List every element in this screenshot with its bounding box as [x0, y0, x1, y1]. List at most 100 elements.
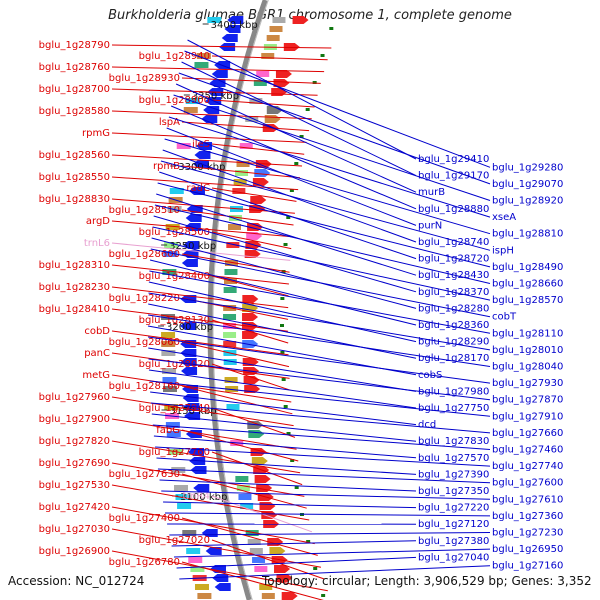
forward-gene-arrow: [275, 70, 292, 78]
leader-line-right: [148, 336, 491, 384]
leader-line-left: [111, 418, 297, 450]
leader-line-right: [149, 270, 491, 334]
ncrna-marker: [290, 459, 295, 462]
reverse-gene-arrow: [181, 367, 198, 375]
gene-label-left: bglu_1g26780: [109, 557, 180, 568]
leader-line-left: [111, 88, 318, 96]
gene-label-right: bglu_1g27390: [418, 469, 489, 480]
gene-feature-block: [196, 53, 211, 59]
gene-feature-block: [167, 206, 182, 212]
leader-line-right: [179, 565, 491, 580]
forward-gene-arrow: [254, 169, 271, 177]
forward-gene-arrow: [261, 511, 278, 519]
gene-label-left: bglu_1g26900: [39, 546, 110, 557]
gene-feature-block: [245, 116, 259, 122]
gene-feature-block: [228, 215, 242, 221]
gene-label-left: bglu_1g27400: [109, 513, 180, 524]
reverse-gene-arrow: [214, 583, 231, 591]
forward-gene-arrow: [276, 574, 293, 582]
reverse-gene-arrow: [201, 115, 218, 123]
leader-line-left: [111, 440, 301, 474]
leader-line-left: [111, 264, 289, 285]
reverse-gene-arrow: [224, 25, 241, 33]
leader-line-left: [111, 66, 325, 73]
leader-line-left: [111, 308, 289, 332]
gene-label-left: bglu_1g28700: [39, 84, 110, 95]
leader-line-left: [181, 341, 290, 368]
gene-feature-block: [226, 404, 240, 410]
leader-line-left: [211, 319, 289, 344]
gene-label-right: bglu_1g27220: [418, 503, 489, 514]
gene-label-right: bglu_1g28570: [492, 295, 563, 306]
leader-line-right: [156, 193, 417, 276]
gene-label-left: trnR4: [182, 491, 210, 502]
gene-label-left: bglu_1g27760: [139, 447, 210, 458]
gene-feature-block: [269, 26, 283, 32]
gene-label-left: bglu_1g28900: [139, 95, 210, 106]
reverse-gene-arrow: [180, 322, 197, 330]
reverse-gene-arrow: [193, 484, 210, 492]
ncrna-marker: [283, 405, 288, 408]
gene-label-left: bglu_1g27530: [39, 480, 110, 491]
gene-label-left: rpmB: [153, 161, 180, 172]
gene-label-right: bglu_1g27870: [492, 395, 563, 406]
gene-label-right: bglu_1g28720: [418, 254, 489, 265]
leader-line-right: [157, 468, 491, 484]
gene-label-left: bglu_1g28220: [109, 293, 180, 304]
forward-gene-arrow: [281, 592, 298, 600]
gene-feature-block: [226, 242, 240, 248]
leader-line-left: [111, 506, 315, 545]
gene-feature-block: [238, 494, 252, 500]
gene-feature-block: [247, 539, 261, 545]
ncrna-marker: [283, 243, 288, 246]
leader-line-right: [153, 435, 417, 459]
genome-summary: Topology: circular; Length: 3,906,529 bp…: [262, 574, 592, 588]
backbone-arc: [207, 0, 268, 600]
gene-label-left: bglu_1g28940: [139, 51, 210, 62]
forward-gene-arrow: [250, 196, 267, 204]
leader-line-right: [152, 226, 491, 301]
gene-feature-block: [225, 386, 239, 392]
leader-line-left: [211, 275, 289, 297]
gene-feature-block: [227, 224, 241, 230]
scale-label: 3100 kbp: [180, 492, 227, 503]
gene-label-right: bglu_1g28360: [418, 320, 489, 331]
gene-label-left: bglu_1g28020: [139, 359, 210, 370]
leader-line-right: [165, 512, 491, 517]
gene-feature-block: [162, 386, 177, 392]
gene-label-right: bglu_1g27040: [418, 552, 489, 563]
gene-feature-block: [261, 593, 275, 599]
gene-label-left: bglu_1g28510: [109, 205, 180, 216]
forward-gene-arrow: [266, 106, 283, 114]
gene-label-left: cobD: [84, 326, 110, 337]
gene-label-right: bglu_1g27600: [492, 478, 563, 489]
leader-line-left: [111, 286, 289, 309]
forward-gene-arrow: [264, 115, 281, 123]
ncrna-marker: [320, 54, 325, 57]
leader-line-right: [157, 182, 491, 268]
gene-feature-block: [175, 494, 190, 500]
leader-line-right: [151, 237, 417, 309]
gene-feature-block: [169, 188, 184, 194]
gene-label-left: bglu_1g28410: [39, 304, 110, 315]
gene-label-left: bglu_1g28760: [39, 62, 110, 73]
gene-label-left: bglu_1g27020: [139, 535, 210, 546]
leader-line-right: [170, 105, 417, 210]
leader-line-right: [176, 556, 417, 569]
reverse-gene-arrow: [209, 79, 226, 87]
gene-label-right: bglu_1g29070: [492, 179, 563, 190]
gene-label-right: purN: [418, 220, 442, 231]
reverse-gene-arrow: [205, 547, 222, 555]
leader-line-right: [152, 424, 491, 450]
leader-line-right: [148, 358, 491, 401]
gene-label-left: bglu_1g27820: [39, 436, 110, 447]
leader-line-left: [111, 528, 322, 568]
gene-feature-block: [236, 161, 250, 167]
gene-feature-block: [174, 485, 189, 491]
gene-feature-block: [161, 314, 176, 320]
leader-line-right: [154, 204, 491, 284]
scale-label: 3350 kbp: [192, 91, 239, 102]
leader-line-right: [174, 548, 491, 558]
gene-label-right: xseA: [492, 212, 516, 223]
gene-feature-block: [252, 557, 266, 563]
